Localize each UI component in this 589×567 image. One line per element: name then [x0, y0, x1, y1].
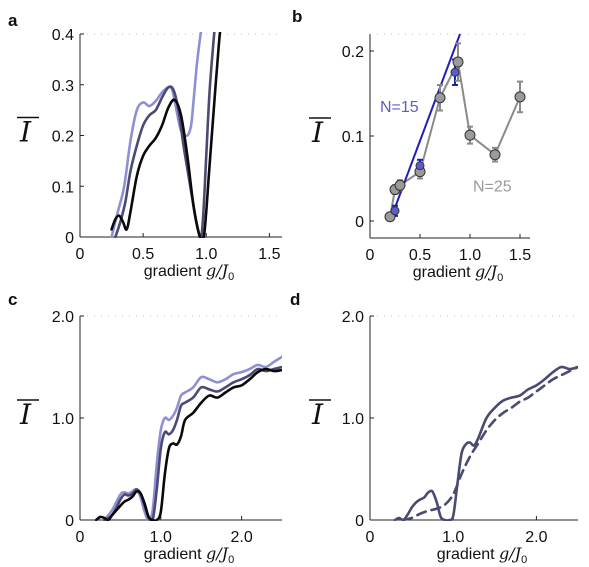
x-tick-label-d-0: 0 — [366, 529, 375, 546]
data-point-gray-5 — [452, 56, 464, 68]
plot-area-b — [384, 33, 526, 223]
data-point-blue-2 — [450, 67, 460, 77]
data-point-gray-4 — [434, 92, 446, 104]
y-tick-label-c-1: 1.0 — [52, 411, 74, 428]
series-line-d-0 — [393, 365, 578, 521]
y-tick-label-c-0: 0 — [65, 513, 74, 530]
y-tick-label-a-1: 0.1 — [52, 179, 74, 196]
series-line-c-2 — [94, 367, 282, 521]
x-tick-label-d-1: 1.0 — [442, 529, 464, 546]
x-tick-label-a-0: 0 — [76, 246, 85, 263]
y-tick-label-d-2: 2.0 — [342, 309, 364, 326]
series-line-d-1 — [401, 365, 578, 521]
panel-a: a 0 0.5 1.0 1.5 0 0.1 0.2 0.3 0.4 gradient g/J0 I — [8, 11, 282, 283]
y-tick-label-a-4: 0.4 — [52, 27, 74, 44]
x-tick-label-b-2: 1.0 — [459, 247, 481, 264]
x-axis-label-d: gradient g/J0 — [437, 544, 527, 566]
series-line-c-1 — [102, 365, 282, 521]
plot-area-d — [393, 365, 578, 521]
y-tick-label-a-3: 0.3 — [52, 78, 74, 95]
data-point-gray-6 — [464, 129, 476, 141]
y-tick-label-c-2: 2.0 — [52, 309, 74, 326]
y-tick-label-a-2: 0.2 — [52, 129, 74, 146]
x-tick-label-c-2: 2.0 — [230, 529, 252, 546]
panel-label-a: a — [8, 11, 18, 30]
x-tick-label-a-3: 1.5 — [258, 246, 280, 263]
y-tick-label-d-0: 0 — [355, 513, 364, 530]
y-tick-label-a-0: 0 — [65, 230, 74, 247]
data-point-blue-0 — [390, 206, 400, 216]
panel-label-c: c — [8, 290, 17, 309]
fit-line-b-blue — [389, 33, 461, 222]
series-annotation-1: N=25 — [473, 178, 512, 195]
y-tick-label-d-1: 1.0 — [342, 411, 364, 428]
panel-label-b: b — [292, 7, 302, 26]
x-axis-label-a: gradient g/J0 — [144, 261, 234, 283]
data-point-gray-8 — [514, 91, 526, 103]
y-axis-label-d: I — [311, 398, 324, 431]
x-tick-label-b-3: 1.5 — [509, 247, 531, 264]
x-tick-label-b-0: 0 — [366, 247, 375, 264]
data-point-blue-1 — [415, 161, 425, 171]
y-tick-label-b-2: 0.2 — [342, 44, 364, 61]
x-tick-label-c-0: 0 — [76, 529, 85, 546]
data-point-gray-7 — [489, 149, 501, 161]
plot-area-c — [94, 355, 282, 521]
y-axis-label-c: I — [19, 398, 32, 431]
series-annotation-0: N=15 — [380, 99, 419, 116]
x-tick-label-a-2: 1.0 — [195, 246, 217, 263]
x-axis-label-b: gradient g/J0 — [413, 262, 503, 284]
y-axis-label-b: I — [311, 116, 324, 149]
y-tick-label-b-1: 0.1 — [342, 129, 364, 146]
panel-b: b 0 0.5 1.0 1.5 0 0.1 0.2 gradient g/J0 I N=15 N=25 — [292, 7, 531, 284]
panel-label-d: d — [290, 290, 300, 309]
data-point-gray-2 — [394, 179, 406, 191]
x-tick-label-d-2: 2.0 — [525, 529, 547, 546]
series-line-a-2 — [110, 32, 222, 238]
plot-area-a — [110, 32, 222, 238]
series-line-c-0 — [102, 355, 282, 521]
x-axis-label-c: gradient g/J0 — [144, 544, 234, 566]
x-tick-label-c-1: 1.0 — [150, 529, 172, 546]
series-line-a-1 — [114, 32, 216, 238]
x-tick-label-b-1: 0.5 — [409, 247, 431, 264]
x-tick-label-a-1: 0.5 — [132, 246, 154, 263]
y-tick-label-b-0: 0 — [355, 214, 364, 231]
y-axis-label-a: I — [19, 116, 32, 149]
